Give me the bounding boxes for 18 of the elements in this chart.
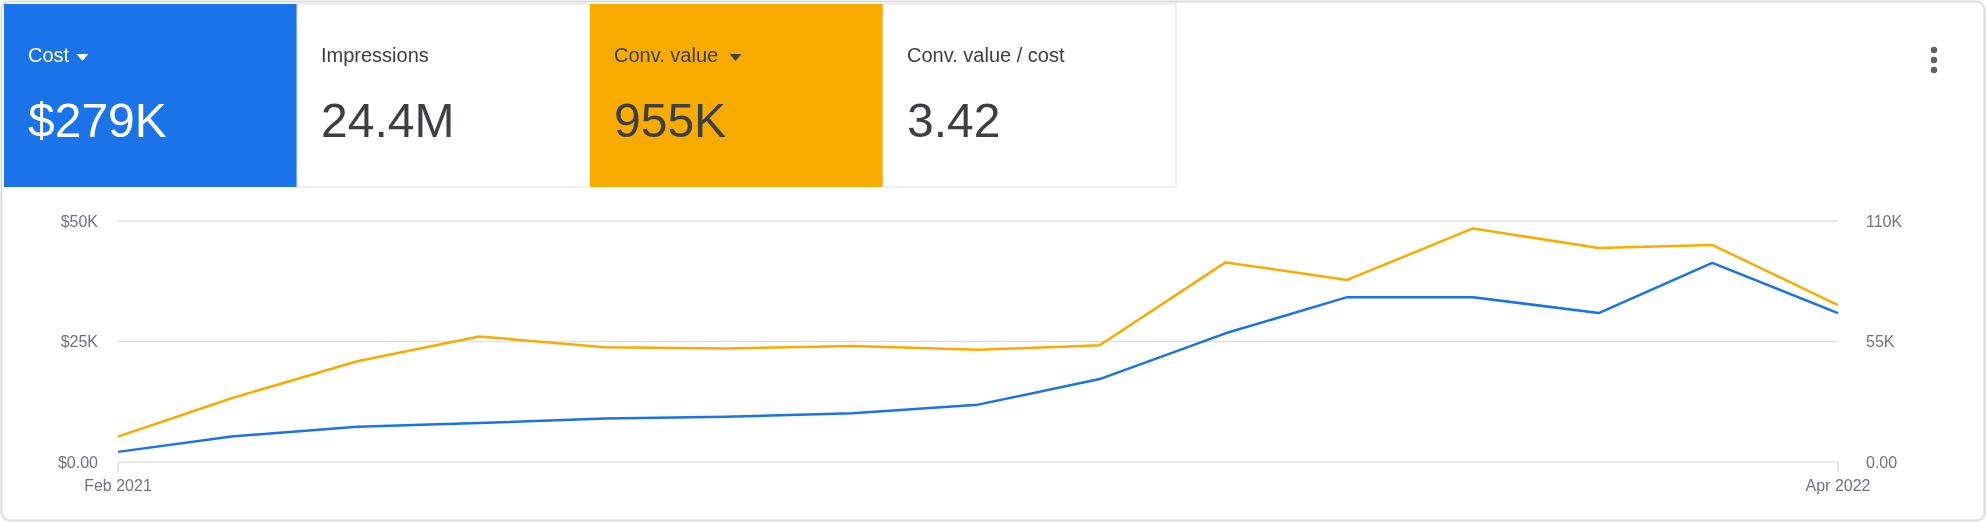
- category-label: Conv. value / cost: [907, 44, 1065, 66]
- y-tick-label: $25K: [60, 333, 99, 351]
- x-tick-label: Feb 2021: [84, 477, 152, 494]
- x-tick-label: Apr 2022: [1805, 477, 1871, 494]
- text: 24.4M: [321, 94, 455, 147]
- y2-tick-label: 0.00: [1866, 453, 1898, 471]
- y-tick-label: $50K: [60, 212, 99, 230]
- category-label: Impressions: [321, 44, 429, 66]
- text: 955K: [614, 94, 727, 147]
- line-series: [116, 227, 1840, 438]
- y-tick-label: $0.00: [57, 453, 99, 471]
- category-label: Conv. value: [614, 44, 719, 66]
- text: $279K: [28, 94, 167, 147]
- line-series: [116, 261, 1840, 454]
- y2-tick-label: 55K: [1866, 333, 1895, 351]
- text: 3.42: [907, 94, 1001, 147]
- category-label: Cost: [28, 44, 70, 66]
- y2-tick-label: 110K: [1866, 212, 1903, 230]
